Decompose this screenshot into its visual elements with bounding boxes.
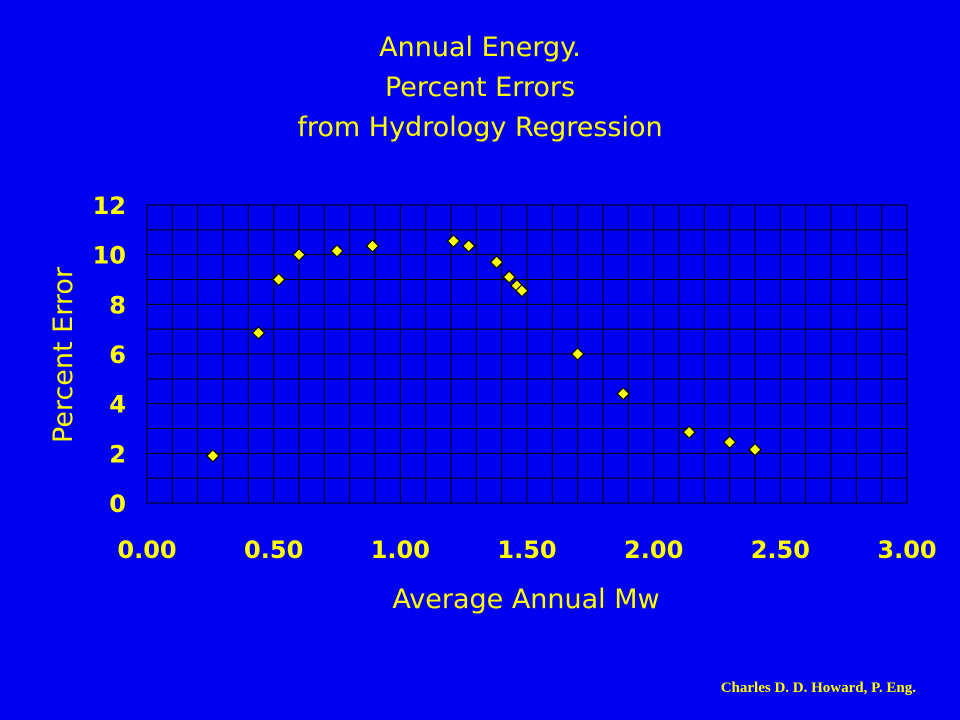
data-points: [206, 234, 762, 463]
data-point: [489, 255, 504, 269]
data-point: [446, 234, 461, 248]
chart-title-line-2: Percent Errors: [384, 72, 576, 103]
data-point: [748, 442, 762, 457]
y-tick-label: 8: [109, 291, 126, 319]
x-tick-label: 1.50: [497, 536, 556, 564]
chart-title-line-3: from Hydrology Regression: [297, 112, 663, 143]
data-point: [271, 272, 286, 287]
data-point: [682, 425, 696, 440]
y-tick-label: 2: [109, 440, 126, 468]
y-axis-ticks: 0 2 4 6 8 10 12: [93, 192, 126, 518]
data-point: [722, 435, 737, 450]
chart-grid: [146, 204, 908, 504]
x-axis-ticks: 0.00 0.50 1.00 1.50 2.00 2.50 3.00: [117, 536, 936, 564]
y-tick-label: 4: [109, 391, 126, 419]
data-point: [502, 270, 517, 284]
x-tick-label: 2.00: [624, 536, 683, 564]
y-tick-label: 6: [109, 341, 126, 369]
data-point: [515, 283, 529, 298]
data-point: [616, 386, 631, 401]
author-credit: Charles D. D. Howard, P. Eng.: [720, 680, 916, 696]
y-tick-label: 0: [109, 490, 126, 518]
chart-title-line-1: Annual Energy.: [379, 32, 581, 63]
data-point: [461, 239, 476, 253]
data-point: [292, 247, 306, 262]
x-tick-label: 1.00: [371, 536, 430, 564]
data-point: [251, 326, 266, 340]
data-point: [206, 448, 220, 463]
data-point: [365, 239, 380, 253]
x-tick-label: 2.50: [751, 536, 810, 564]
y-axis-label: Percent Error: [48, 266, 79, 443]
y-tick-label: 10: [93, 242, 126, 270]
x-tick-label: 0.50: [244, 536, 303, 564]
data-point: [330, 244, 344, 258]
x-tick-label: 0.00: [117, 536, 176, 564]
x-tick-label: 3.00: [877, 536, 936, 564]
x-axis-label: Average Annual Mw: [392, 584, 659, 615]
chart-title: Annual Energy. Percent Errors from Hydro…: [0, 28, 960, 148]
data-point: [570, 347, 585, 361]
y-tick-label: 12: [93, 192, 126, 220]
